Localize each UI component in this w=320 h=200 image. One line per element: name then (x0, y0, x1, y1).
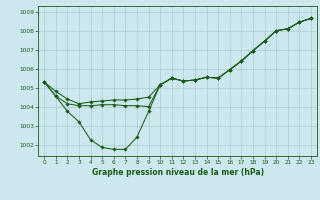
X-axis label: Graphe pression niveau de la mer (hPa): Graphe pression niveau de la mer (hPa) (92, 168, 264, 177)
